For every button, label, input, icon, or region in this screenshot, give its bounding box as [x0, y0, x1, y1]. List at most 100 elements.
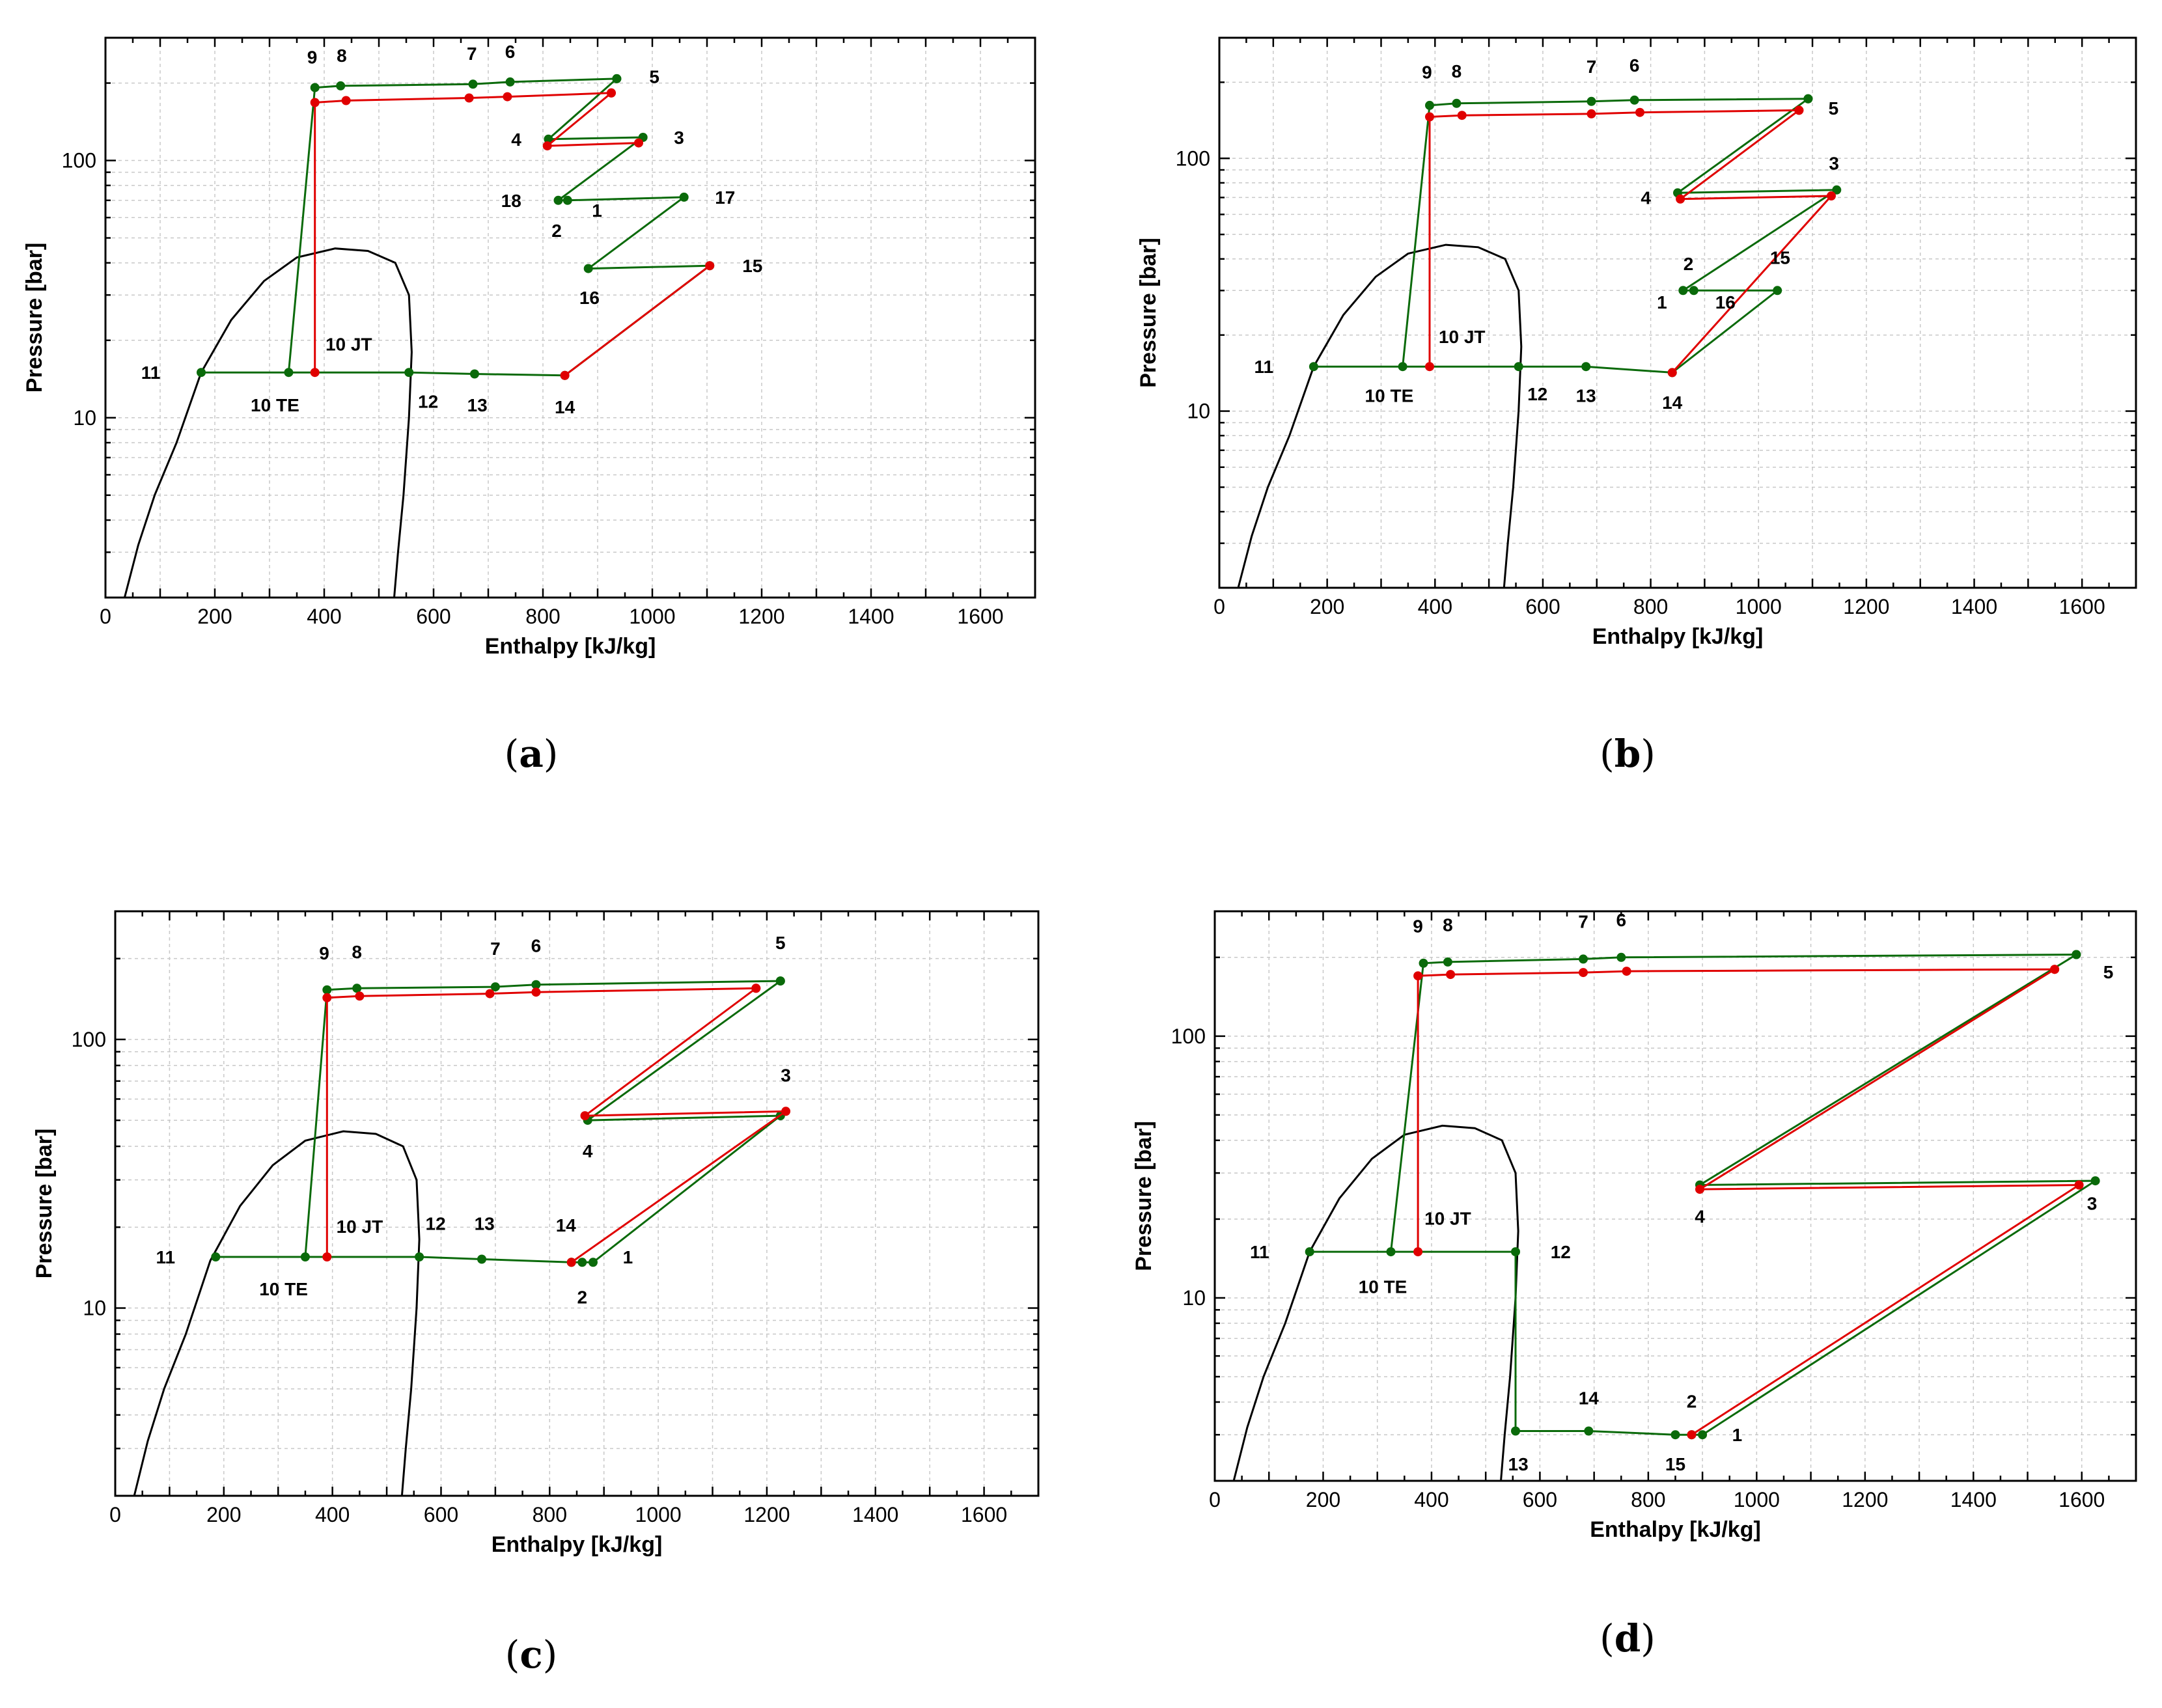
panel-caption: (b)	[1600, 732, 1656, 776]
data-point-red	[634, 138, 643, 148]
x-tick-label: 800	[1631, 1488, 1665, 1511]
state-point-label: 7	[1587, 57, 1597, 77]
data-point-green	[322, 985, 332, 995]
data-point-green	[1698, 1430, 1708, 1440]
data-point-red	[503, 92, 512, 102]
data-point-green	[2090, 1176, 2100, 1186]
data-point-green	[679, 192, 689, 202]
data-point-green	[1386, 1247, 1396, 1257]
y-tick-label: 100	[72, 1028, 106, 1051]
state-point-label: 5	[775, 933, 786, 953]
y-axis-title: Pressure [bar]	[32, 1129, 57, 1279]
data-point-green	[775, 976, 785, 986]
series-line-red	[1691, 968, 2083, 1436]
series-green	[211, 976, 785, 1267]
series-line-red	[314, 92, 612, 373]
state-point-label: 13	[1508, 1454, 1529, 1474]
plot-area	[123, 74, 715, 598]
grid	[115, 911, 1038, 1496]
data-point-green	[589, 1258, 598, 1267]
state-point-label: 9	[307, 47, 318, 67]
state-point-label: 7	[467, 44, 477, 64]
data-point-green	[2072, 950, 2081, 959]
data-point-green	[1581, 362, 1591, 372]
data-point-red	[607, 88, 616, 98]
data-point-red	[1676, 194, 1685, 204]
state-point-label: 5	[2103, 962, 2114, 982]
state-point-label: 5	[649, 67, 659, 87]
state-point-label: 15	[1665, 1454, 1685, 1474]
state-point-label: 2	[1684, 254, 1694, 274]
state-point-label: 12	[1527, 384, 1547, 404]
state-point-label: 3	[781, 1065, 791, 1085]
x-tick-label: 1200	[738, 605, 784, 628]
x-tick-label: 1200	[1842, 1488, 1888, 1511]
data-point-red	[781, 1107, 791, 1116]
data-point-red	[1579, 968, 1588, 978]
saturation-dome	[123, 247, 413, 598]
state-point-label: 1	[623, 1247, 633, 1267]
state-point-label: 11	[141, 363, 161, 383]
state-point-label: 6	[1629, 55, 1640, 76]
state-point-label: 2	[1687, 1391, 1697, 1411]
chart-panel-b: 0 200 400 600 800 1000 1200 1400 1600 10 100 Enthal…	[1136, 36, 2137, 776]
panel-caption: (a)	[505, 732, 559, 776]
data-point-green	[553, 195, 563, 205]
x-tick-label: 1400	[1950, 1488, 1997, 1511]
data-point-green	[352, 984, 362, 993]
x-tick-label: 0	[1213, 595, 1225, 618]
series-red	[1413, 965, 2084, 1440]
data-point-green	[336, 81, 346, 90]
data-point-red	[1635, 107, 1644, 117]
saturation-dome	[1237, 243, 1523, 588]
data-point-green	[1309, 362, 1318, 372]
data-point-green	[1398, 362, 1407, 372]
data-point-red	[464, 93, 474, 103]
state-point-label: 14	[1662, 393, 1683, 413]
x-tick-label: 400	[1418, 595, 1452, 618]
state-point-label: 10 TE	[1365, 385, 1414, 406]
data-point-green	[477, 1254, 486, 1264]
data-point-red	[580, 1111, 590, 1121]
state-point-label: 8	[1443, 915, 1453, 935]
data-point-red	[341, 96, 351, 105]
data-point-red	[560, 370, 570, 380]
data-point-green	[470, 369, 479, 379]
data-point-green	[1511, 1247, 1520, 1257]
series-red	[1425, 105, 1836, 378]
x-tick-label: 1400	[852, 1503, 898, 1526]
y-axis-title: Pressure [bar]	[22, 243, 47, 393]
data-point-green	[544, 134, 553, 144]
state-point-label: 1	[1732, 1425, 1743, 1445]
state-point-label: 14	[1579, 1388, 1600, 1409]
x-axis-title: Enthalpy [kJ/kg]	[1592, 624, 1764, 649]
data-point-green	[531, 980, 541, 989]
data-point-red	[1687, 1430, 1697, 1440]
grid	[1219, 38, 2136, 588]
data-point-green	[1670, 1430, 1680, 1440]
series-green	[197, 74, 715, 380]
x-tick-label: 800	[533, 1503, 567, 1526]
panel-caption: (d)	[1600, 1616, 1656, 1660]
x-tick-label: 600	[424, 1503, 458, 1526]
axis-ticks	[1218, 38, 2137, 588]
state-point-label: 4	[1695, 1207, 1705, 1227]
state-point-label: 12	[1551, 1242, 1571, 1262]
data-point-green	[1629, 95, 1639, 105]
data-point-green	[612, 74, 622, 83]
data-point-red	[1794, 105, 1804, 115]
data-point-green	[404, 368, 414, 378]
data-point-green	[505, 77, 515, 87]
plot-frame	[114, 910, 1040, 1497]
x-tick-label: 1000	[635, 1503, 682, 1526]
axis-ticks	[114, 911, 1040, 1496]
state-point-label: 16	[579, 288, 600, 308]
plot-frame	[1213, 910, 2137, 1482]
state-point-label: 14	[555, 397, 575, 417]
x-tick-label: 0	[100, 605, 111, 628]
data-point-red	[531, 987, 541, 997]
plot-area	[1237, 94, 1842, 588]
state-point-label: 3	[1829, 154, 1839, 174]
state-point-label: 12	[426, 1213, 446, 1233]
